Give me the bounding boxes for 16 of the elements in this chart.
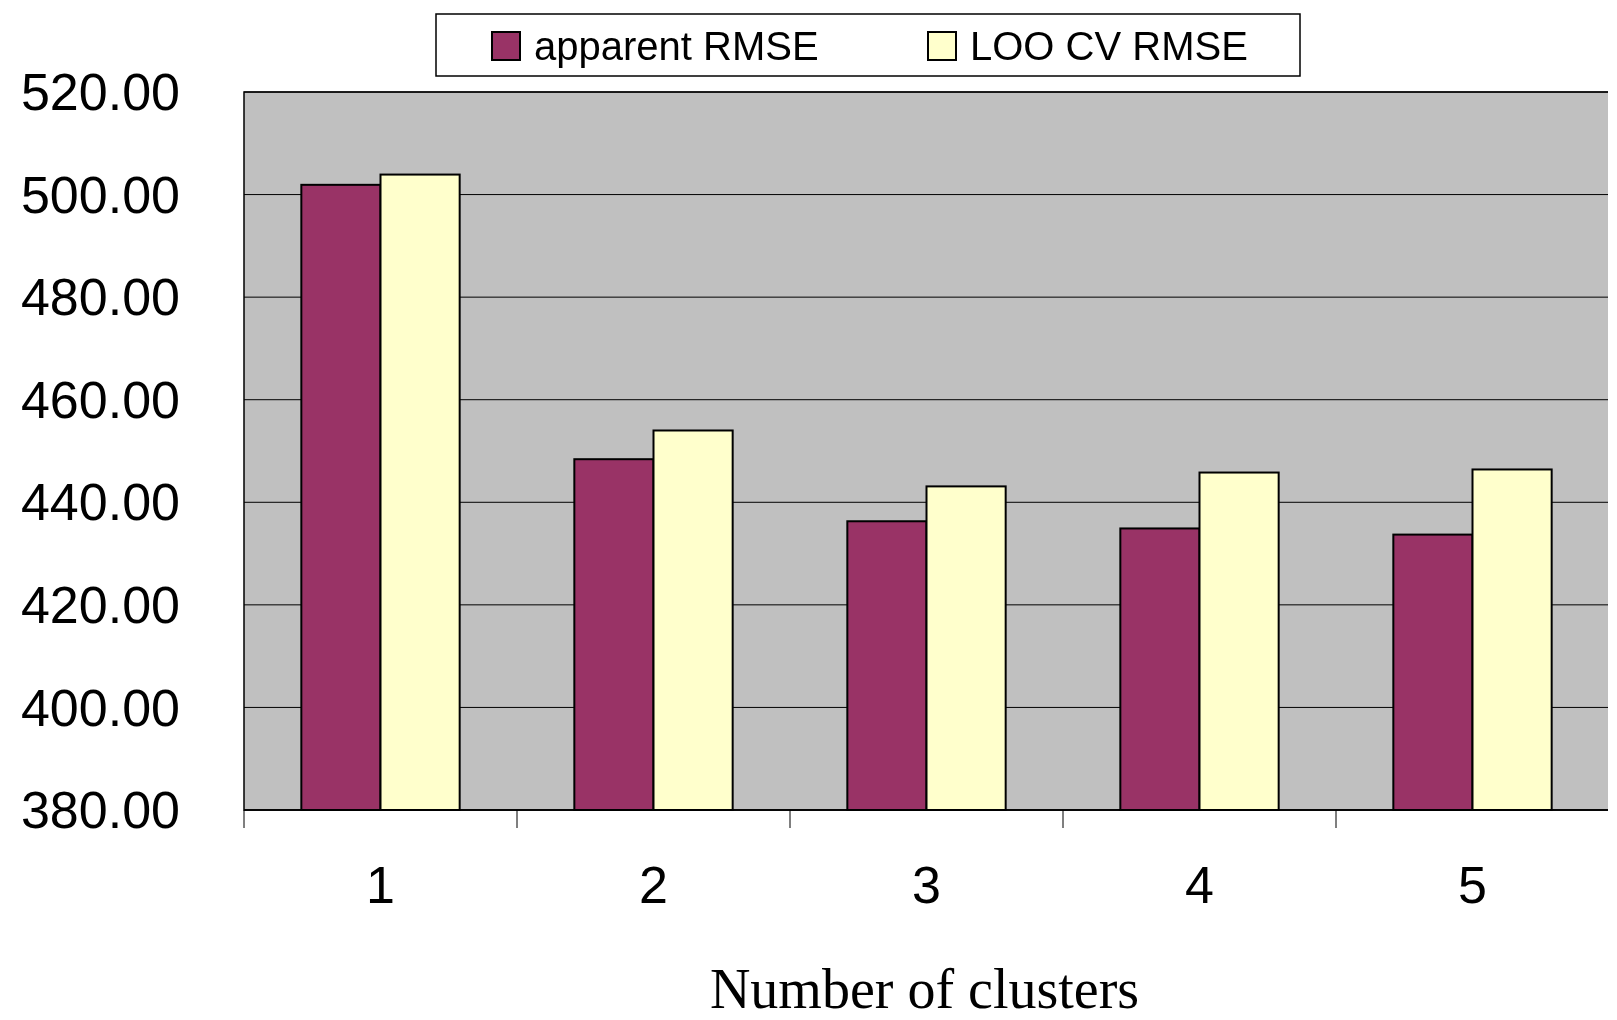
y-tick-label: 480.00 [20,268,180,327]
x-tick-label: 5 [1458,856,1487,914]
x-axis-title: Number of clusters [709,958,1140,1020]
x-tick-label: 3 [912,856,941,914]
y-tick-label: 440.00 [20,473,180,532]
x-tick-label: 1 [366,856,395,914]
x-tick-label: 4 [1185,856,1214,914]
y-tick-label: 420.00 [20,576,180,635]
y-tick-label: 380.00 [20,781,180,840]
y-tick-label: 460.00 [20,370,180,429]
y-tick-label: 500.00 [20,165,180,224]
y-tick-label: 520.00 [20,63,180,122]
x-tick-label: 2 [639,856,668,914]
legend-label: apparent RMSE [534,24,819,68]
legend-label: LOO CV RMSE [970,24,1248,68]
y-tick-label: 400.00 [20,678,180,737]
